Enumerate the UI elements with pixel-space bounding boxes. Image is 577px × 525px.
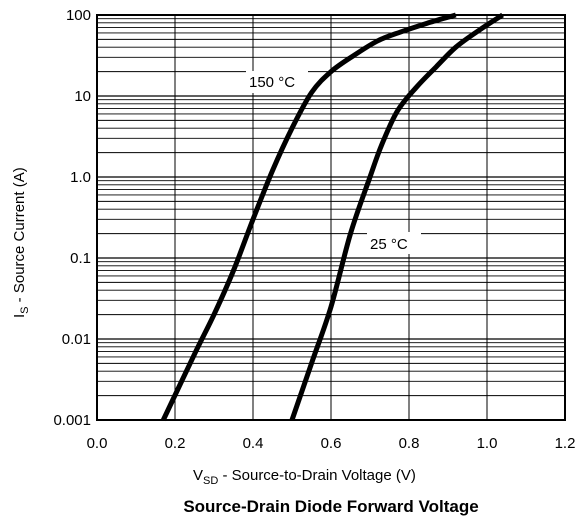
y-axis-label: IS - Source Current (A) <box>11 167 31 318</box>
y-tick-label: 0.001 <box>53 412 91 429</box>
y-tick-label: 1.0 <box>70 169 91 186</box>
x-tick-label: 0.4 <box>243 435 264 452</box>
x-axis-label-rest: - Source-to-Drain Voltage (V) <box>218 467 416 484</box>
y-axis-label-rest: - Source Current (A) <box>11 167 28 306</box>
x-tick-label: 0.8 <box>399 435 420 452</box>
grid <box>97 15 565 420</box>
x-axis-label-sub: SD <box>203 475 218 487</box>
x-tick-label: 0.0 <box>87 435 108 452</box>
plot-frame <box>96 14 566 421</box>
x-axis-label-main: V <box>193 467 203 484</box>
x-tick-label: 1.0 <box>477 435 498 452</box>
y-axis-label-sub: S <box>19 306 31 313</box>
x-axis-label: VSD - Source-to-Drain Voltage (V) <box>193 467 416 487</box>
y-tick-label: 100 <box>66 7 91 24</box>
annotation-150c: 150 °C <box>249 74 295 91</box>
y-tick-label: 0.01 <box>62 331 91 348</box>
series-line-1 <box>289 12 504 421</box>
x-tick-labels: 0.0 0.2 0.4 0.6 0.8 1.0 1.2 <box>87 435 576 452</box>
y-tick-label: 10 <box>74 88 91 105</box>
curves <box>161 12 504 422</box>
x-tick-label: 0.2 <box>165 435 186 452</box>
annotation-150-bg <box>246 71 308 93</box>
y-axis-label-main: I <box>11 314 28 318</box>
series-line-0 <box>161 12 457 422</box>
annotation-25c: 25 °C <box>370 236 408 253</box>
x-tick-label: 1.2 <box>555 435 576 452</box>
annotation-25-bg <box>367 232 421 254</box>
y-tick-label: 0.1 <box>70 250 91 267</box>
chart-title: Source-Drain Diode Forward Voltage <box>183 497 478 516</box>
y-tick-labels: 0.001 0.01 0.1 1.0 10 100 <box>53 7 91 429</box>
x-tick-label: 0.6 <box>321 435 342 452</box>
